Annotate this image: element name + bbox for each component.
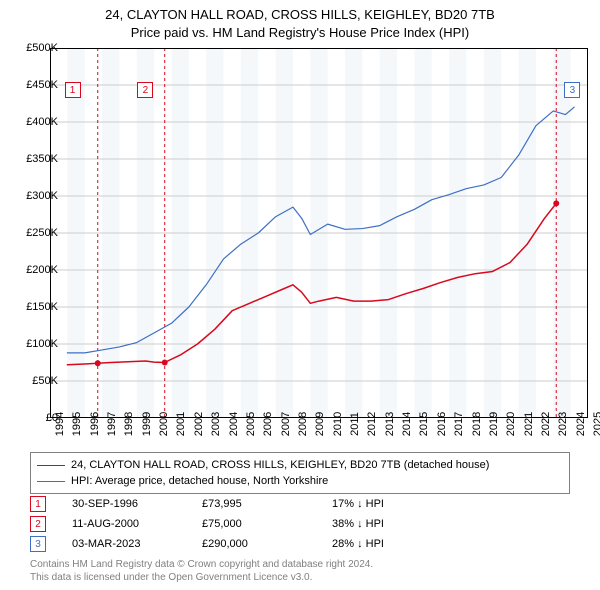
y-tick-label: £350K <box>26 153 58 165</box>
x-tick-label: 2018 <box>471 412 483 436</box>
marker-pct: 38% ↓ HPI <box>332 518 452 530</box>
y-tick-label: £500K <box>26 42 58 54</box>
chart-plot-area: 1 2 3 <box>50 48 588 418</box>
marker-box-1: 1 <box>30 496 46 512</box>
chart-marker-3: 3 <box>564 82 580 98</box>
legend-label: 24, CLAYTON HALL ROAD, CROSS HILLS, KEIG… <box>71 459 489 471</box>
x-tick-label: 2012 <box>366 412 378 436</box>
x-tick-label: 1996 <box>89 412 101 436</box>
x-tick-label: 2011 <box>349 412 361 436</box>
legend-label: HPI: Average price, detached house, Nort… <box>71 475 328 487</box>
x-tick-label: 2024 <box>575 412 587 436</box>
y-tick-label: £150K <box>26 301 58 313</box>
x-tick-label: 2006 <box>262 412 274 436</box>
x-tick-label: 2013 <box>384 412 396 436</box>
x-tick-label: 2016 <box>436 412 448 436</box>
marker-price: £73,995 <box>202 498 332 510</box>
y-tick-label: £200K <box>26 264 58 276</box>
x-tick-label: 2023 <box>557 412 569 436</box>
x-tick-label: 2019 <box>488 412 500 436</box>
x-tick-label: 2010 <box>332 412 344 436</box>
x-tick-label: 2017 <box>453 412 465 436</box>
title-line-2: Price paid vs. HM Land Registry's House … <box>0 24 600 42</box>
marker-price: £290,000 <box>202 538 332 550</box>
x-tick-label: 2000 <box>158 412 170 436</box>
x-tick-label: 2021 <box>523 412 535 436</box>
footer-line-2: This data is licensed under the Open Gov… <box>30 571 373 584</box>
chart-svg <box>50 48 588 418</box>
x-tick-label: 2015 <box>418 412 430 436</box>
x-tick-label: 1994 <box>54 412 66 436</box>
x-tick-label: 2008 <box>297 412 309 436</box>
marker-pct: 17% ↓ HPI <box>332 498 452 510</box>
x-tick-label: 2014 <box>401 412 413 436</box>
legend-swatch <box>37 481 65 482</box>
legend-box: 24, CLAYTON HALL ROAD, CROSS HILLS, KEIG… <box>30 452 570 494</box>
legend-item: HPI: Average price, detached house, Nort… <box>37 473 563 489</box>
x-tick-label: 1997 <box>106 412 118 436</box>
y-tick-label: £100K <box>26 338 58 350</box>
x-tick-label: 2020 <box>505 412 517 436</box>
sales-markers-table: 1 30-SEP-1996£73,99517% ↓ HPI 2 11-AUG-2000… <box>30 494 452 554</box>
y-tick-label: £250K <box>26 227 58 239</box>
x-tick-label: 2001 <box>175 412 187 436</box>
x-tick-label: 2004 <box>228 412 240 436</box>
y-tick-label: £50K <box>32 375 58 387</box>
chart-marker-2: 2 <box>137 82 153 98</box>
marker-date: 30-SEP-1996 <box>72 498 202 510</box>
footer-attribution: Contains HM Land Registry data © Crown c… <box>30 558 373 584</box>
x-tick-label: 2003 <box>210 412 222 436</box>
x-tick-label: 1998 <box>123 412 135 436</box>
x-tick-label: 1995 <box>71 412 83 436</box>
legend-item: 24, CLAYTON HALL ROAD, CROSS HILLS, KEIG… <box>37 457 563 473</box>
marker-date: 11-AUG-2000 <box>72 518 202 530</box>
legend-swatch <box>37 465 65 466</box>
x-tick-label: 2002 <box>193 412 205 436</box>
marker-date: 03-MAR-2023 <box>72 538 202 550</box>
title-line-1: 24, CLAYTON HALL ROAD, CROSS HILLS, KEIG… <box>0 6 600 24</box>
x-tick-label: 2007 <box>280 412 292 436</box>
x-tick-label: 1999 <box>141 412 153 436</box>
marker-pct: 28% ↓ HPI <box>332 538 452 550</box>
chart-container: 24, CLAYTON HALL ROAD, CROSS HILLS, KEIG… <box>0 0 600 590</box>
marker-price: £75,000 <box>202 518 332 530</box>
marker-row-2: 2 11-AUG-2000£75,00038% ↓ HPI <box>30 514 452 534</box>
marker-box-2: 2 <box>30 516 46 532</box>
y-tick-label: £300K <box>26 190 58 202</box>
y-tick-label: £450K <box>26 79 58 91</box>
footer-line-1: Contains HM Land Registry data © Crown c… <box>30 558 373 571</box>
y-tick-label: £400K <box>26 116 58 128</box>
marker-row-1: 1 30-SEP-1996£73,99517% ↓ HPI <box>30 494 452 514</box>
marker-box-3: 3 <box>30 536 46 552</box>
title-block: 24, CLAYTON HALL ROAD, CROSS HILLS, KEIG… <box>0 0 600 41</box>
x-tick-label: 2025 <box>592 412 600 436</box>
x-tick-label: 2005 <box>245 412 257 436</box>
x-tick-label: 2009 <box>314 412 326 436</box>
marker-row-3: 3 03-MAR-2023£290,00028% ↓ HPI <box>30 534 452 554</box>
chart-marker-1: 1 <box>65 82 81 98</box>
x-tick-label: 2022 <box>540 412 552 436</box>
